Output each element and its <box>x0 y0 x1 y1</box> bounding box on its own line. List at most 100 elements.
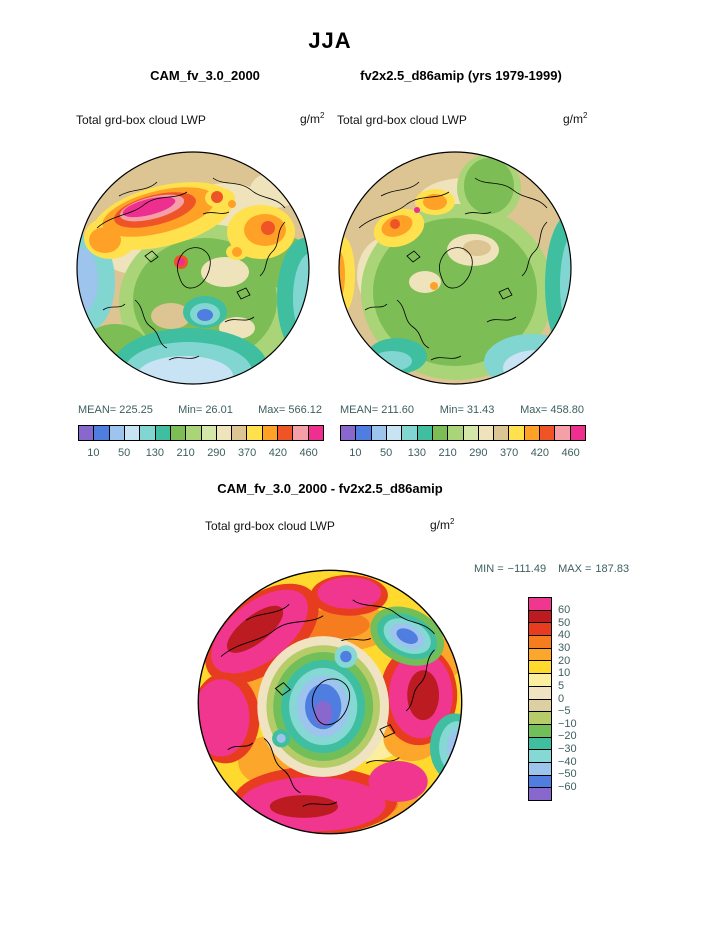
colorbar-segment <box>247 426 263 440</box>
diff-colorbar-tick-label: 5 <box>558 679 565 692</box>
colorbar-segment <box>371 426 387 440</box>
stat-max: Max= 458.80 <box>520 404 584 416</box>
right-colorbar-ticks: 10 50 130 210 290 370 420 460 <box>340 447 586 459</box>
colorbar-tick-label: 210 <box>438 447 457 459</box>
diff-colorbar-tick-label: −5 <box>558 705 571 718</box>
units-base: g/m <box>430 518 451 532</box>
colorbar-segment <box>540 426 556 440</box>
colorbar-segment <box>529 775 551 789</box>
colorbar-segment <box>463 426 479 440</box>
colorbar-segment <box>529 699 551 713</box>
colorbar-segment <box>478 426 495 440</box>
diff-colorbar-ticks: 60 50 40 30 20 10 5 0 −5 −10 −20 −30 −40 −50 −60 <box>558 597 592 801</box>
colorbar-segment <box>201 426 217 440</box>
units-exponent: 2 <box>320 111 325 120</box>
diff-colorbar <box>528 597 552 801</box>
colorbar-segment <box>529 636 551 649</box>
left-stats: MEAN= 225.25 Min= 26.01 Max= 566.12 <box>78 404 322 416</box>
colorbar-tick-label: 50 <box>380 447 393 459</box>
colorbar-tick-label: 50 <box>118 447 131 459</box>
left-colorbar-ticks: 10 50 130 210 290 370 420 460 <box>78 447 324 459</box>
colorbar-segment <box>79 426 95 440</box>
colorbar-tick-label: 10 <box>349 447 362 459</box>
right-units-label: g/m2 <box>563 111 587 126</box>
left-colorbar <box>78 425 324 441</box>
colorbar-segment <box>555 426 571 440</box>
colorbar-segment <box>140 426 156 440</box>
right-field-label: Total grd-box cloud LWP <box>337 113 467 127</box>
map-boundary <box>338 151 572 385</box>
season-title: JJA <box>308 28 352 53</box>
colorbar-segment <box>356 426 372 440</box>
colorbar-segment <box>124 426 141 440</box>
colorbar-segment <box>529 674 551 687</box>
diff-colorbar-tick-label: −50 <box>558 768 577 781</box>
colorbar-tick-label: 370 <box>237 447 257 459</box>
diff-colorbar-tick-label: −30 <box>558 743 577 755</box>
colorbar-segment <box>529 737 551 751</box>
colorbar-tick-label: 290 <box>207 447 226 459</box>
colorbar-segment <box>170 426 187 440</box>
colorbar-tick-label: 290 <box>469 447 488 459</box>
colorbar-segment <box>216 426 233 440</box>
colorbar-tick-label: 210 <box>176 447 195 459</box>
left-field-label: Total grd-box cloud LWP <box>76 113 206 127</box>
colorbar-segment <box>529 610 551 624</box>
stat-mean: MEAN= 225.25 <box>78 404 153 416</box>
map-boundary <box>197 569 463 835</box>
cam-model-map <box>76 151 310 385</box>
colorbar-segment <box>232 426 248 440</box>
colorbar-segment <box>262 426 279 440</box>
colorbar-tick-label: 370 <box>499 447 519 459</box>
colorbar-segment <box>570 426 585 440</box>
colorbar-segment <box>341 426 357 440</box>
colorbar-segment <box>109 426 125 440</box>
colorbar-tick-label: 460 <box>561 447 580 459</box>
diff-field-label: Total grd-box cloud LWP <box>205 519 335 533</box>
colorbar-tick-label: 420 <box>530 447 550 459</box>
colorbar-segment <box>529 762 551 776</box>
units-base: g/m <box>300 112 321 126</box>
left-units-label: g/m2 <box>300 111 324 126</box>
stat-min: Min= 31.43 <box>439 404 495 416</box>
diff-colorbar-tick-label: −20 <box>558 730 577 743</box>
colorbar-segment <box>509 426 525 440</box>
right-model-title: fv2x2.5_d86amip (yrs 1979-1999) <box>360 68 562 83</box>
colorbar-tick-label: 460 <box>299 447 318 459</box>
diff-colorbar-tick-label: −40 <box>558 755 577 768</box>
colorbar-segment <box>448 426 464 440</box>
colorbar-segment <box>529 648 551 662</box>
colorbar-segment <box>529 623 551 637</box>
diff-title: CAM_fv_3.0_2000 - fv2x2.5_d86amip <box>217 481 443 496</box>
colorbar-segment <box>529 724 551 738</box>
colorbar-segment <box>186 426 202 440</box>
diff-colorbar-tick-label: 30 <box>558 642 571 654</box>
diff-minmax: MIN = −111.49 MAX = 187.83 <box>474 563 630 575</box>
map-boundary <box>76 151 310 385</box>
colorbar-segment <box>386 426 403 440</box>
colorbar-segment <box>524 426 541 440</box>
colorbar-tick-label: 130 <box>145 447 165 459</box>
contour-field <box>198 570 462 834</box>
colorbar-segment <box>529 661 551 675</box>
right-stats: MEAN= 211.60 Min= 31.43 Max= 458.80 <box>340 404 584 416</box>
obs-model-map <box>338 151 572 385</box>
colorbar-segment <box>278 426 294 440</box>
colorbar-segment <box>529 750 551 763</box>
stat-min: Min= 26.01 <box>178 404 233 416</box>
diff-units-label: g/m2 <box>430 517 454 532</box>
coastlines <box>96 177 286 361</box>
colorbar-tick-label: 420 <box>268 447 288 459</box>
colorbar-segment <box>494 426 510 440</box>
contour-field <box>339 152 571 384</box>
contour-field <box>77 152 309 384</box>
colorbar-segment <box>529 712 551 725</box>
diff-colorbar-tick-label: 10 <box>558 667 571 680</box>
colorbar-segment <box>432 426 449 440</box>
stat-mean: MEAN= 211.60 <box>340 404 415 416</box>
colorbar-segment <box>293 426 309 440</box>
diff-colorbar-tick-label: −60 <box>558 780 577 793</box>
stat-max: Max= 566.12 <box>258 404 322 416</box>
diff-colorbar-tick-label: 20 <box>558 654 571 667</box>
diff-colorbar-tick-label: −10 <box>558 717 577 730</box>
